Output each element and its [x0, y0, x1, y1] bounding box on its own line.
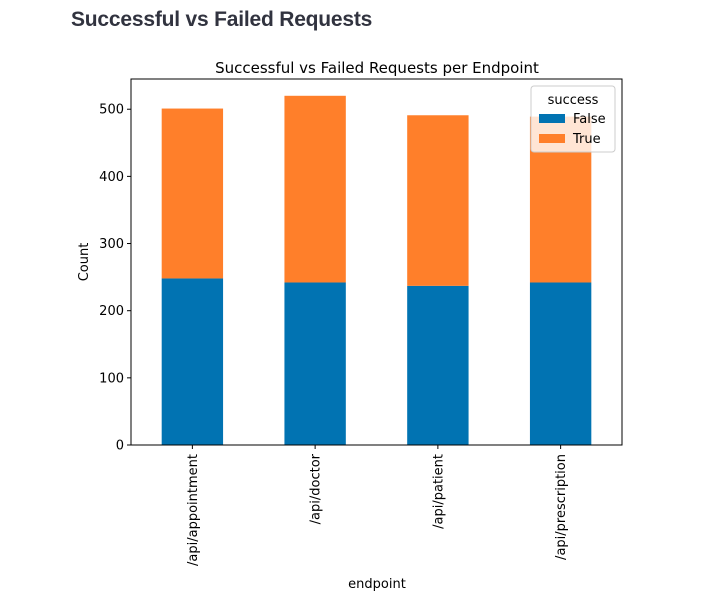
y-axis-label: Count — [77, 243, 92, 282]
y-tick-label: 0 — [116, 439, 124, 454]
x-tick-label: /api/doctor — [309, 453, 324, 524]
page-title: Successful vs Failed Requests — [71, 8, 373, 31]
bar-false-3 — [529, 282, 592, 445]
x-tick-label: /api/appointment — [186, 454, 201, 566]
legend-entries: False True — [539, 112, 606, 147]
legend-label-false: False — [573, 112, 606, 127]
bar-false-0 — [161, 278, 224, 445]
x-tick-label: /api/prescription — [554, 454, 569, 560]
x-axis: /api/appointment/api/doctor/api/patient /… — [186, 445, 569, 566]
y-tick-label: 300 — [99, 237, 124, 252]
bar-true-2 — [407, 115, 469, 286]
legend: success False True — [530, 85, 616, 153]
legend-title: success — [548, 93, 599, 108]
legend-label-true: True — [572, 132, 601, 147]
bar-false-1 — [284, 282, 346, 445]
chart-title: Successful vs Failed Requests per Endpoi… — [215, 59, 539, 77]
x-tick-label: /api/patient — [431, 454, 446, 529]
y-tick-label: 200 — [99, 304, 124, 319]
legend-swatch-false — [539, 114, 565, 123]
x-axis-label: endpoint — [348, 577, 406, 592]
y-tick-label: 100 — [99, 371, 124, 386]
bar-true-0 — [161, 108, 224, 279]
axes-frame — [130, 78, 623, 446]
y-tick-label: 500 — [99, 103, 124, 118]
bar-true-1 — [284, 95, 346, 283]
bars-group — [161, 95, 592, 445]
y-axis: 0 100 200 300 400 500 — [99, 103, 131, 454]
bar-false-2 — [407, 285, 469, 445]
y-tick-label: 400 — [99, 170, 124, 185]
legend-swatch-true — [539, 134, 565, 143]
